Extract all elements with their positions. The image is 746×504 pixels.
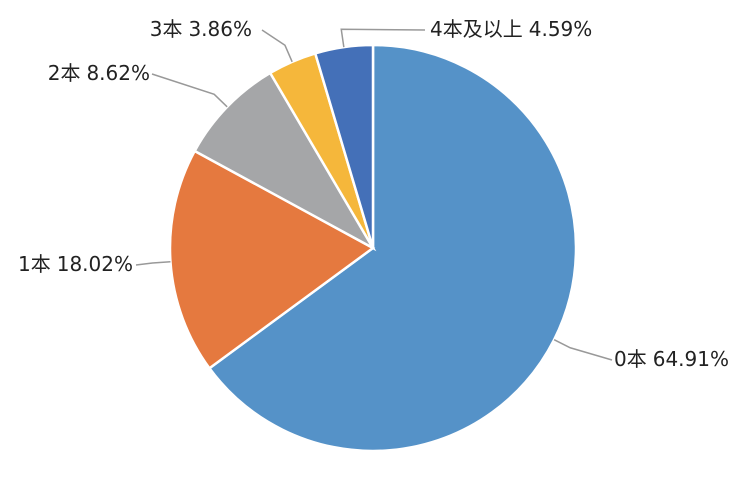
slice-value: 4.59% <box>529 17 593 41</box>
slice-category: 3本 <box>150 17 183 41</box>
slice-label: 2本 8.62% <box>48 61 150 85</box>
slice-value: 64.91% <box>653 347 729 371</box>
slice-label: 1本 18.02% <box>18 252 133 276</box>
slice-label: 3本 3.86% <box>150 17 252 41</box>
slice-value: 3.86% <box>188 17 252 41</box>
slice-value: 8.62% <box>86 61 150 85</box>
slice-category: 2本 <box>48 61 81 85</box>
leader-line <box>553 338 613 361</box>
slice-category: 0本 <box>614 347 647 371</box>
pie-slice <box>313 43 375 249</box>
slice-category: 1本 <box>18 252 51 276</box>
slice-label: 4本及以上 4.59% <box>430 17 592 41</box>
slice-category: 4本及以上 <box>430 17 523 41</box>
leader-line <box>340 28 426 48</box>
leader-line <box>135 261 171 266</box>
slice-value: 18.02% <box>57 252 133 276</box>
slice-label: 0本 64.91% <box>614 347 729 371</box>
leader-line <box>151 73 228 108</box>
leader-line <box>261 29 293 63</box>
